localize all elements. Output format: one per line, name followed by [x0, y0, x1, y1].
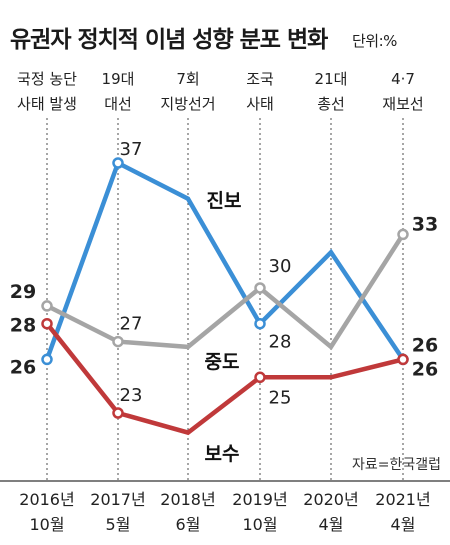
data-point-conservative: [112, 407, 124, 419]
data-label-progressive: 28: [269, 332, 292, 353]
source-label: 자료=한국갤럽: [352, 457, 441, 473]
event-label-line2: 사태: [246, 95, 274, 113]
x-tick-label: 10월: [242, 515, 277, 534]
series-layer: [41, 157, 409, 436]
event-label-line2: 재보선: [382, 95, 423, 113]
x-ticks: 2016년 10월 2017년 5월 2018년 6월 2019년 10월 2020년 4월 202…: [19, 490, 430, 534]
event-label-line1: 19대: [102, 70, 135, 88]
x-tick-label: 6월: [176, 515, 201, 534]
series-name-moderate: 중도: [205, 351, 240, 373]
value-labels: 26 37 28 26 29 27 30 33 28 23 25 26: [10, 139, 438, 408]
x-tick-label: 2021년: [375, 490, 430, 509]
series-line-moderate: [45, 233, 405, 351]
x-tick-label: 4월: [319, 515, 344, 534]
x-tick-label: 4월: [391, 515, 416, 534]
data-point-moderate: [397, 228, 409, 241]
event-label-line2: 대선: [104, 95, 132, 113]
data-point-conservative: [397, 353, 409, 366]
event-label-line1: 7회: [176, 70, 199, 88]
data-point-progressive: [41, 353, 53, 366]
data-label-moderate: 29: [10, 281, 36, 303]
data-label-moderate: 33: [412, 213, 438, 235]
x-tick-label: 2018년: [160, 490, 215, 509]
data-point-moderate: [41, 300, 53, 312]
series-name-conservative: 보수: [205, 443, 240, 465]
event-label-line1: 4·7: [391, 70, 415, 88]
event-label-line2: 지방선거: [160, 95, 215, 113]
x-tick-label: 2019년: [232, 490, 287, 509]
event-label-line1: 국정 농단: [17, 70, 77, 88]
data-label-moderate: 30: [269, 256, 292, 277]
gridlines: [46, 118, 404, 481]
event-label-line1: 조국: [246, 70, 274, 88]
chart-title: 유권자 정치적 이념 성향 분포 변화: [10, 27, 328, 53]
data-point-moderate: [254, 282, 266, 294]
x-tick-label: 5월: [106, 515, 131, 534]
x-tick-label: 2016년: [19, 490, 74, 509]
data-label-conservative: 25: [269, 387, 292, 408]
data-label-progressive: 26: [10, 356, 36, 378]
data-label-moderate: 27: [120, 314, 143, 335]
data-label-progressive: 37: [120, 139, 143, 160]
data-point-moderate: [112, 335, 124, 348]
data-point-conservative: [254, 371, 266, 384]
event-label-line1: 21대: [315, 70, 348, 88]
data-label-conservative: 28: [10, 315, 36, 337]
data-point-conservative: [41, 317, 53, 330]
x-tick-label: 2020년: [303, 490, 358, 509]
data-point-progressive: [254, 317, 266, 330]
event-label-line2: 사태 발생: [17, 95, 77, 113]
data-label-conservative: 26: [412, 358, 438, 380]
unit-label: 단위:%: [352, 32, 397, 50]
event-label-line2: 총선: [317, 95, 345, 113]
series-line-progressive: [44, 159, 405, 361]
data-label-progressive: 26: [412, 334, 438, 356]
data-label-conservative: 23: [120, 385, 143, 406]
x-tick-label: 2017년: [90, 490, 145, 509]
series-line-conservative: [45, 322, 404, 436]
data-point-progressive: [112, 157, 124, 169]
x-tick-label: 10월: [29, 515, 64, 534]
series-name-progressive: 진보: [207, 190, 242, 212]
